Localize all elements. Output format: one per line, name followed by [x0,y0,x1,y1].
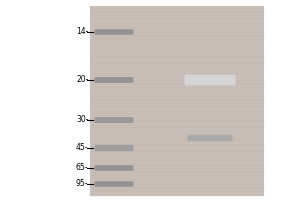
Text: 30-: 30- [76,116,88,124]
FancyBboxPatch shape [188,135,232,141]
Text: 20-: 20- [76,75,88,84]
FancyBboxPatch shape [94,117,134,123]
Text: 65-: 65- [76,164,88,172]
FancyBboxPatch shape [94,77,134,83]
FancyBboxPatch shape [94,29,134,35]
FancyBboxPatch shape [94,165,134,171]
Text: 45-: 45- [76,144,88,152]
FancyBboxPatch shape [90,6,264,196]
FancyBboxPatch shape [94,181,134,187]
Text: 14-: 14- [76,27,88,36]
FancyBboxPatch shape [94,145,134,151]
FancyBboxPatch shape [184,75,236,85]
Text: 95-: 95- [76,180,88,188]
